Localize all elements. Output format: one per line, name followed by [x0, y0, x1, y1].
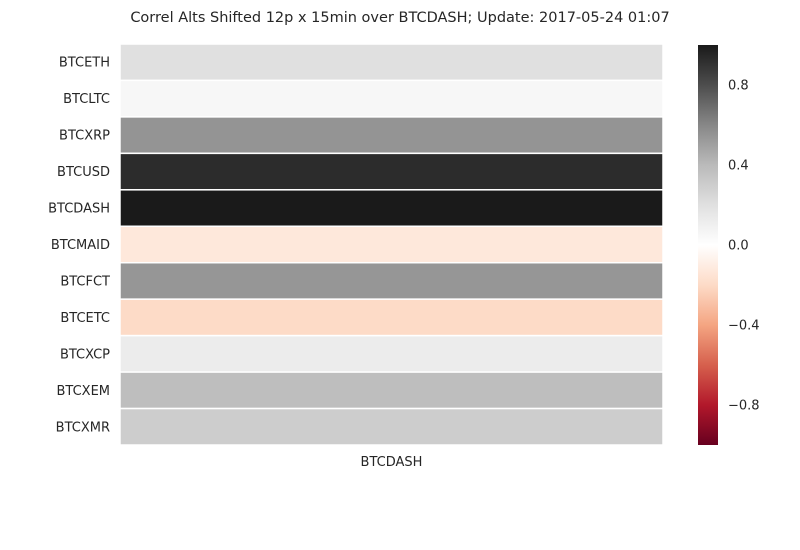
chart-title: Correl Alts Shifted 12p x 15min over BTC… — [130, 10, 669, 26]
row-label-btcdash: BTCDASH — [48, 202, 110, 217]
heatmap-cell-btcltc — [119, 79, 664, 118]
row-label-btcxcp: BTCXCP — [60, 347, 110, 362]
heatmap-cell-btcmaid — [119, 225, 664, 264]
colorbar-tick-label: 0.0 — [728, 239, 749, 254]
colorbar-tick-label: −0.4 — [728, 319, 760, 334]
row-label-btcfct: BTCFCT — [60, 274, 110, 289]
colorbar-tick-label: 0.8 — [728, 79, 749, 94]
colorbar-ticks: −0.8 −0.4 0.0 0.4 0.8 — [728, 79, 760, 414]
heatmap-cells — [119, 43, 664, 446]
row-label-btcusd: BTCUSD — [57, 165, 110, 180]
colorbar-tick-label: 0.4 — [728, 159, 749, 174]
row-labels: BTCETH BTCLTC BTCXRP BTCUSD BTCDASH BTCMAID BT… — [48, 56, 110, 436]
heatmap-cell-btcxem — [119, 371, 664, 410]
heatmap-cell-btcxmr — [119, 407, 664, 446]
heatmap-cell-btcdash — [119, 189, 664, 228]
row-label-btcmaid: BTCMAID — [51, 238, 110, 253]
row-label-btcltc: BTCLTC — [63, 92, 110, 107]
row-label-btcxrp: BTCXRP — [59, 129, 110, 144]
row-label-btceth: BTCETH — [59, 56, 110, 71]
column-label-btcdash: BTCDASH — [361, 455, 423, 470]
colorbar — [698, 45, 718, 445]
row-label-btcxmr: BTCXMR — [56, 420, 110, 435]
heatmap-cell-btcfct — [119, 261, 664, 300]
heatmap-cell-btcetc — [119, 298, 664, 337]
row-label-btcxem: BTCXEM — [56, 384, 110, 399]
colorbar-tick-label: −0.8 — [728, 399, 760, 414]
heatmap-cell-btceth — [119, 43, 664, 82]
heatmap-cell-btcusd — [119, 152, 664, 191]
heatmap-cell-btcxcp — [119, 334, 664, 373]
column-labels: BTCDASH — [361, 455, 423, 470]
heatmap-cell-btcxrp — [119, 116, 664, 155]
row-label-btcetc: BTCETC — [60, 311, 110, 326]
